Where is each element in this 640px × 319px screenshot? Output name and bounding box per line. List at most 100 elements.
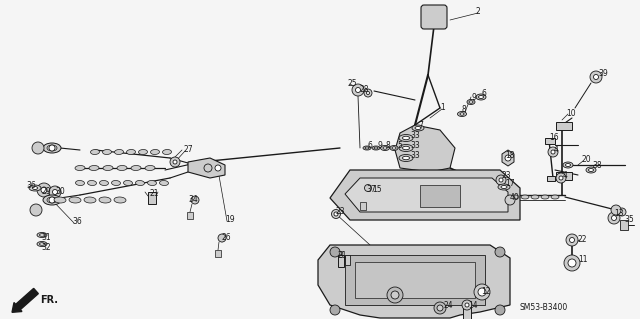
Ellipse shape xyxy=(363,146,371,150)
Ellipse shape xyxy=(479,95,483,99)
Ellipse shape xyxy=(47,145,57,151)
Ellipse shape xyxy=(458,112,467,116)
Text: 33: 33 xyxy=(410,151,420,160)
Ellipse shape xyxy=(365,147,369,149)
Ellipse shape xyxy=(114,197,126,203)
Ellipse shape xyxy=(88,181,97,186)
Circle shape xyxy=(564,255,580,271)
Ellipse shape xyxy=(403,156,410,160)
Circle shape xyxy=(30,204,42,216)
Text: 21: 21 xyxy=(337,250,346,259)
Ellipse shape xyxy=(589,168,593,172)
Ellipse shape xyxy=(89,166,99,170)
Text: 13: 13 xyxy=(614,209,623,218)
Bar xyxy=(215,250,221,257)
Ellipse shape xyxy=(521,195,529,199)
Polygon shape xyxy=(395,125,455,172)
Ellipse shape xyxy=(37,241,47,247)
Text: 8: 8 xyxy=(386,140,391,150)
Circle shape xyxy=(618,208,626,216)
Ellipse shape xyxy=(392,147,396,149)
Bar xyxy=(345,255,350,265)
Text: 2: 2 xyxy=(476,8,481,17)
Ellipse shape xyxy=(399,135,413,142)
Circle shape xyxy=(334,212,338,216)
Text: 35: 35 xyxy=(624,216,634,225)
Ellipse shape xyxy=(43,143,61,153)
Circle shape xyxy=(437,305,443,311)
Polygon shape xyxy=(330,170,520,220)
Text: 20: 20 xyxy=(581,155,591,165)
Ellipse shape xyxy=(136,181,145,186)
Ellipse shape xyxy=(145,166,155,170)
Ellipse shape xyxy=(90,150,99,154)
Text: 1: 1 xyxy=(440,103,445,113)
Circle shape xyxy=(495,305,505,315)
Text: 29: 29 xyxy=(41,188,51,197)
Ellipse shape xyxy=(159,181,168,186)
Bar xyxy=(148,192,156,204)
Ellipse shape xyxy=(563,162,573,168)
Text: 7: 7 xyxy=(418,121,423,130)
Bar xyxy=(620,220,628,230)
Ellipse shape xyxy=(163,150,172,154)
Bar xyxy=(187,212,193,219)
Circle shape xyxy=(170,157,180,167)
Circle shape xyxy=(355,87,360,93)
Circle shape xyxy=(330,305,340,315)
Text: 4: 4 xyxy=(554,145,559,154)
Bar xyxy=(547,176,555,181)
Text: 23: 23 xyxy=(336,206,346,216)
Polygon shape xyxy=(345,178,508,212)
Circle shape xyxy=(364,89,372,97)
Ellipse shape xyxy=(75,166,85,170)
Circle shape xyxy=(387,287,403,303)
Text: 31: 31 xyxy=(41,234,51,242)
Circle shape xyxy=(608,212,620,224)
Polygon shape xyxy=(318,245,510,318)
Text: 34: 34 xyxy=(188,196,198,204)
Ellipse shape xyxy=(586,167,596,173)
Text: 32: 32 xyxy=(41,242,51,251)
Circle shape xyxy=(204,164,212,172)
Bar xyxy=(556,122,572,130)
Ellipse shape xyxy=(531,195,539,199)
Text: 40: 40 xyxy=(510,194,520,203)
Circle shape xyxy=(570,238,575,242)
Ellipse shape xyxy=(127,150,136,154)
Ellipse shape xyxy=(124,181,132,186)
Circle shape xyxy=(215,165,221,171)
Bar xyxy=(420,185,460,207)
Circle shape xyxy=(505,155,511,161)
Ellipse shape xyxy=(29,185,41,191)
Text: 11: 11 xyxy=(578,256,588,264)
Text: 15: 15 xyxy=(372,186,381,195)
Ellipse shape xyxy=(117,166,127,170)
Ellipse shape xyxy=(40,234,45,236)
Bar xyxy=(345,255,485,305)
Text: 19: 19 xyxy=(225,216,235,225)
Ellipse shape xyxy=(37,233,47,238)
Ellipse shape xyxy=(99,181,109,186)
Ellipse shape xyxy=(415,127,421,130)
Ellipse shape xyxy=(103,166,113,170)
Circle shape xyxy=(37,183,51,197)
Text: 36: 36 xyxy=(72,218,82,226)
Circle shape xyxy=(52,189,58,195)
Ellipse shape xyxy=(33,187,38,189)
Text: 22: 22 xyxy=(578,234,588,243)
Bar xyxy=(355,262,475,298)
Circle shape xyxy=(32,142,44,154)
Text: 4: 4 xyxy=(563,170,568,180)
Circle shape xyxy=(474,284,490,300)
Text: FR.: FR. xyxy=(40,295,58,305)
Ellipse shape xyxy=(399,154,413,161)
Text: 9: 9 xyxy=(472,93,477,102)
Ellipse shape xyxy=(498,184,510,190)
Circle shape xyxy=(391,291,399,299)
Circle shape xyxy=(49,186,61,198)
Circle shape xyxy=(352,84,364,96)
Ellipse shape xyxy=(131,166,141,170)
Ellipse shape xyxy=(469,101,473,103)
Ellipse shape xyxy=(390,145,398,151)
